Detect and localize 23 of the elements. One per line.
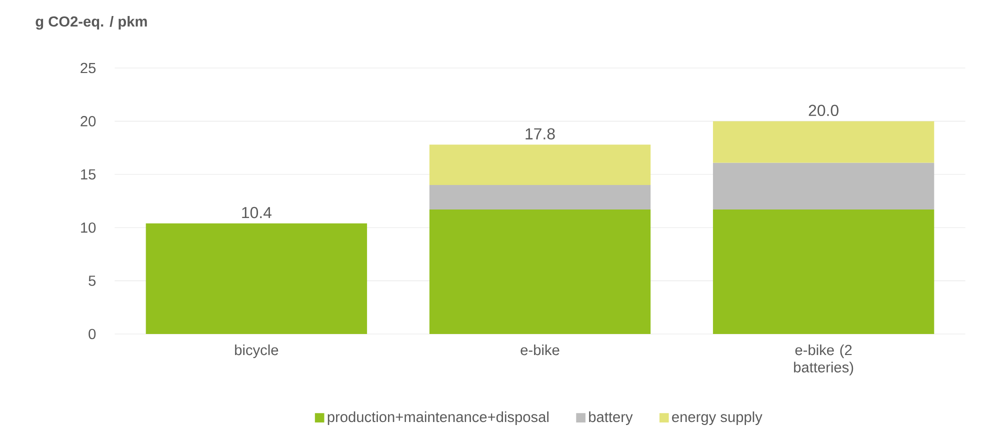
bar xyxy=(712,121,934,163)
bar xyxy=(429,144,651,186)
bar xyxy=(712,210,934,334)
y-tick-label: 10 xyxy=(81,222,96,233)
bar xyxy=(146,223,368,334)
x-tick-label: bicycle xyxy=(235,344,278,358)
y-tick-label: 0 xyxy=(88,328,96,340)
total-label: 20.0 xyxy=(808,104,838,116)
y-tick-label: 25 xyxy=(80,62,96,74)
bar xyxy=(429,185,651,210)
legend-label: energy supply xyxy=(672,411,762,426)
y-tick-label: 5 xyxy=(88,276,96,286)
x-tick-label: e-bike (2 batteries) xyxy=(794,344,854,376)
y-tick-label: 20 xyxy=(80,116,96,126)
x-tick-label: e-bike xyxy=(520,344,560,356)
bar xyxy=(429,210,651,334)
legend-label: production+maintenance+disposal xyxy=(328,411,548,426)
legend-label: battery xyxy=(589,411,633,426)
y-tick-label: 15 xyxy=(81,169,96,180)
bar xyxy=(712,162,934,210)
y-axis-title: g CO2-eq. / pkm xyxy=(36,16,147,30)
total-label: 17.8 xyxy=(526,128,555,140)
total-label: 10.4 xyxy=(242,206,272,218)
